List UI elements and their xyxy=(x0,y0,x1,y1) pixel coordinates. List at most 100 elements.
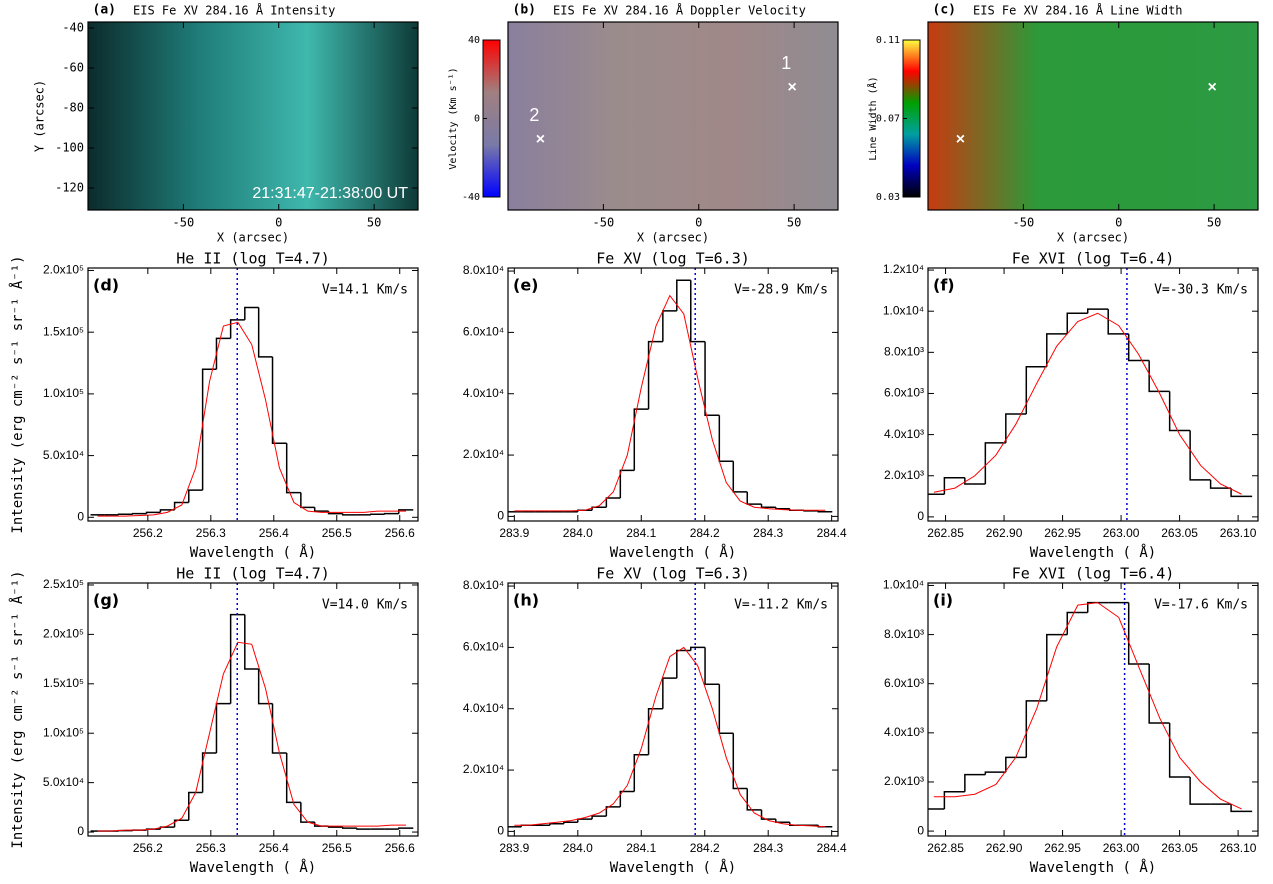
x-tick-label: 283.9 xyxy=(499,526,529,540)
step-bin xyxy=(943,791,965,809)
x-tick-label: -50 xyxy=(1013,216,1035,230)
x-tick-label: 263.05 xyxy=(1161,526,1198,540)
step-bin xyxy=(117,513,133,515)
marker: × xyxy=(536,131,545,148)
plot-frame xyxy=(87,267,419,522)
x-axis-label: Wavelength ( Å) xyxy=(610,544,736,561)
step-bin xyxy=(591,506,607,511)
panel-label: (h) xyxy=(513,591,539,610)
colorbar-tick-label: 0.03 xyxy=(876,192,900,203)
panel-label: (f) xyxy=(933,276,955,295)
x-tick-label: 284.2 xyxy=(690,526,720,540)
x-tick-label: 262.95 xyxy=(1044,526,1081,540)
step-bin xyxy=(131,512,147,515)
image xyxy=(928,22,1258,210)
step-bin xyxy=(341,827,357,829)
plot-area xyxy=(90,306,414,517)
fit-line xyxy=(933,312,1242,495)
marker-label: 1 xyxy=(781,53,791,73)
x-tick-label: 263.10 xyxy=(1220,526,1257,540)
step-bin xyxy=(1230,488,1253,498)
step-bin xyxy=(398,827,414,830)
y-tick-label: 2.0x10⁴ xyxy=(463,447,504,461)
y-tick-label: 2.5x10⁵ xyxy=(43,577,84,591)
step-bin xyxy=(1189,430,1211,481)
y-tick-label: 1.5x10⁵ xyxy=(43,324,84,338)
step-bin xyxy=(370,513,385,515)
x-axis-label: Wavelength ( Å) xyxy=(610,859,736,876)
y-tick-label: 2.0x10⁵ xyxy=(43,627,84,641)
plot-area xyxy=(90,613,414,832)
x-axis-label: Wavelength ( Å) xyxy=(190,544,316,561)
step-bin xyxy=(760,809,776,820)
marker: × xyxy=(956,131,965,148)
y-tick-label: -80 xyxy=(62,101,84,115)
plot-frame xyxy=(507,582,839,837)
y-tick-label: 6.0x10³ xyxy=(884,676,924,690)
step-bin xyxy=(605,806,621,817)
x-tick-label: 262.90 xyxy=(986,841,1023,855)
step-bin xyxy=(313,822,329,827)
x-tick-label: 284.0 xyxy=(563,526,593,540)
y-tick-label: -60 xyxy=(62,61,84,75)
step-bin xyxy=(173,819,189,828)
x-tick-label: 256.5 xyxy=(322,526,352,540)
marker-label: 2 xyxy=(529,105,539,125)
x-axis-label: Wavelength ( Å) xyxy=(1030,859,1156,876)
step-bin xyxy=(760,504,776,508)
step-bin xyxy=(984,442,1006,484)
colorbar-tick-label: 0.07 xyxy=(876,114,900,125)
y-tick-label: 5.0x10⁴ xyxy=(43,775,84,789)
x-tick-label: 50 xyxy=(787,216,801,230)
step-bin xyxy=(271,703,287,754)
step-bin xyxy=(1005,413,1027,443)
y-tick-label: 0 xyxy=(917,823,924,837)
step-bin xyxy=(398,509,414,514)
x-tick-label: 256.6 xyxy=(385,526,415,540)
step-bin xyxy=(577,818,593,823)
step-bin xyxy=(662,310,677,342)
colorbar-tick-label: 0.11 xyxy=(876,35,900,46)
x-tick-label: 50 xyxy=(1207,216,1221,230)
plot-frame xyxy=(507,267,839,522)
panel-label: (b) xyxy=(513,3,536,18)
step-bin xyxy=(690,646,706,651)
y-tick-label: 4.0x10⁴ xyxy=(463,386,504,400)
panel-title: EIS Fe XV 284.16 Å Intensity xyxy=(133,3,335,18)
x-tick-label: 284.4 xyxy=(817,841,847,855)
y-tick-label: 0 xyxy=(917,509,924,523)
panel-label: (i) xyxy=(933,591,953,610)
y-tick-label: 2.0x10³ xyxy=(884,774,924,788)
velocity-annotation: V=-11.2 Km/s xyxy=(734,598,828,613)
step-bin xyxy=(633,408,649,471)
colorbar-label: Line Width (Å) xyxy=(866,76,879,160)
x-tick-label: 263.00 xyxy=(1103,526,1140,540)
step-bin xyxy=(676,279,691,311)
step-bin xyxy=(647,340,663,410)
y-tick-label: 1.0x10⁵ xyxy=(43,386,84,400)
x-tick-label: 284.1 xyxy=(626,841,656,855)
panel-title: Fe XVI (log T=6.4) xyxy=(1012,250,1175,268)
x-tick-label: 262.85 xyxy=(927,526,964,540)
plot-frame xyxy=(927,21,1259,211)
y-tick-label: 6.0x10⁴ xyxy=(463,640,504,654)
panel-title: Fe XV (log T=6.3) xyxy=(596,565,750,583)
x-tick-label: 262.85 xyxy=(927,841,964,855)
step-bin xyxy=(341,513,357,516)
step-bin xyxy=(257,668,273,705)
x-tick-label: 262.95 xyxy=(1044,841,1081,855)
panel-label: (a) xyxy=(93,3,116,18)
step-bin xyxy=(285,443,301,494)
step-bin xyxy=(1168,391,1191,432)
step-bin xyxy=(704,341,720,416)
y-tick-label: 6.0x10³ xyxy=(884,386,924,400)
plot-frame xyxy=(507,21,839,211)
x-tick-label: 284.1 xyxy=(626,526,656,540)
step-bin xyxy=(215,702,231,753)
x-axis-label: Wavelength ( Å) xyxy=(190,859,316,876)
y-tick-label: 4.0x10³ xyxy=(884,725,924,739)
step-bin xyxy=(605,497,621,508)
panel-title: He II (log T=4.7) xyxy=(176,250,330,268)
marker: × xyxy=(788,79,797,96)
